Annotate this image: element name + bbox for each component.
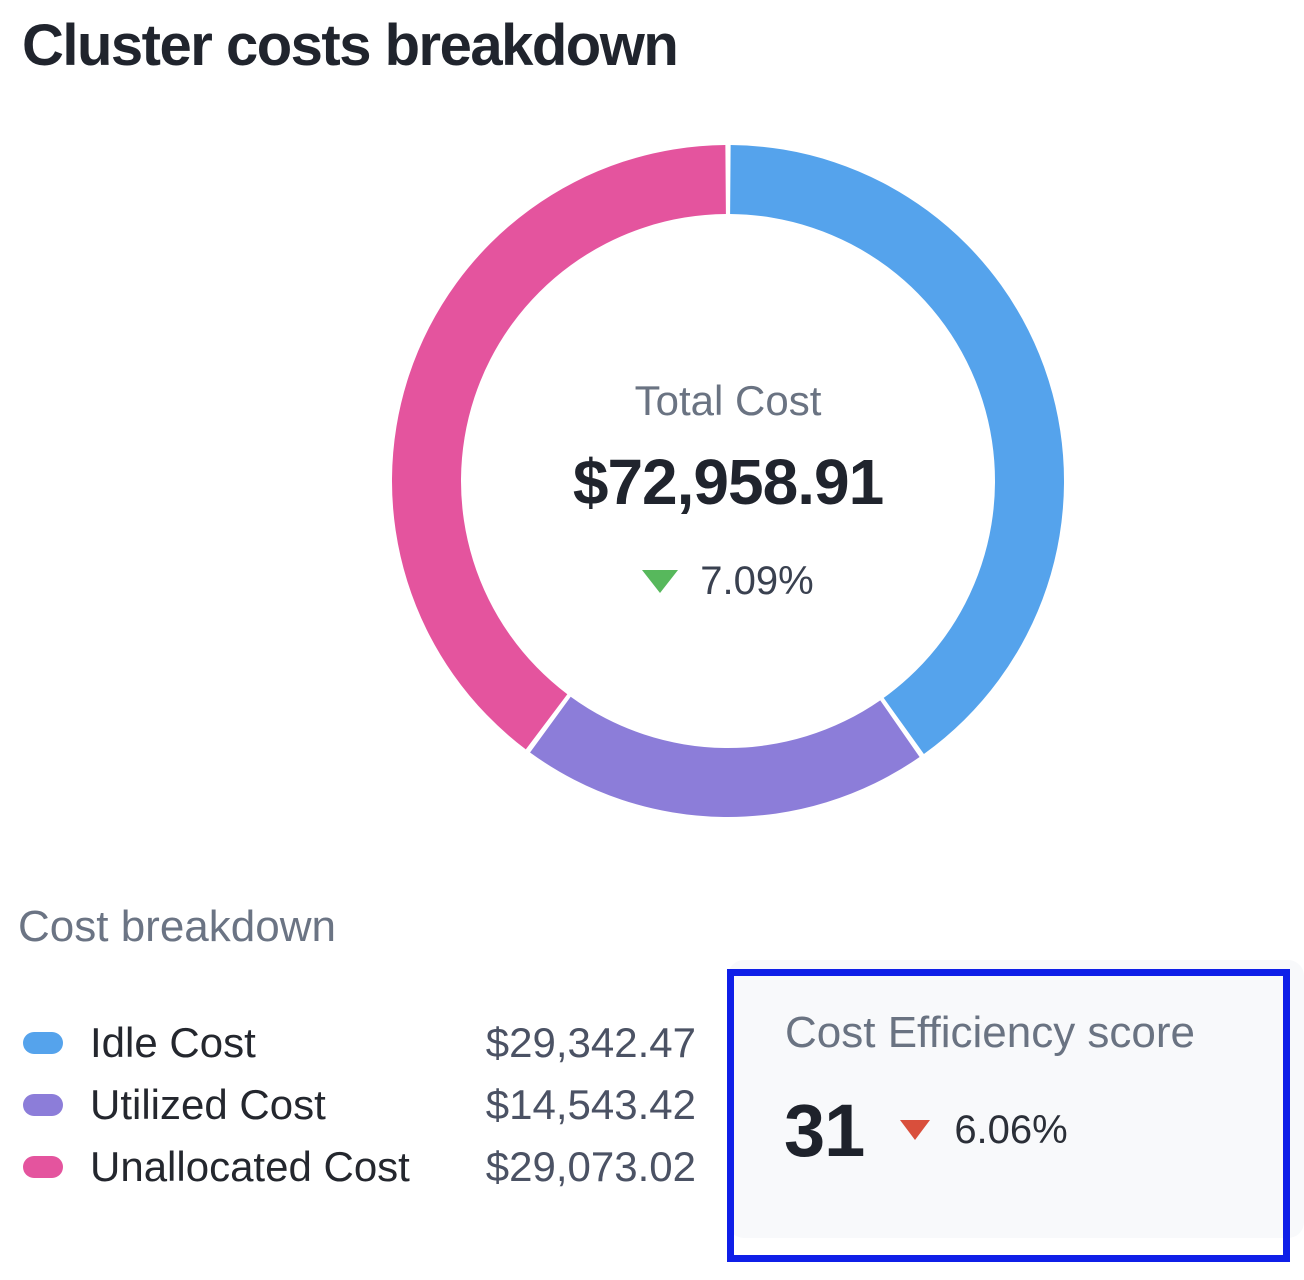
- cost-efficiency-card: Cost Efficiency score 31 6.06%: [728, 960, 1304, 1238]
- legend-row-unallocated-cost[interactable]: Unallocated Cost $29,073.02: [23, 1136, 696, 1198]
- cost-efficiency-delta: 6.06%: [954, 1107, 1068, 1152]
- idle-cost-swatch-icon: [23, 1032, 63, 1054]
- cost-efficiency-score: 31: [784, 1088, 865, 1172]
- cost-breakdown-heading: Cost breakdown: [18, 902, 336, 951]
- cost-efficiency-score-row: 31 6.06%: [784, 1089, 1068, 1172]
- legend-row-idle-cost[interactable]: Idle Cost $29,342.47: [23, 1012, 696, 1074]
- legend-label: Unallocated Cost: [90, 1143, 410, 1190]
- donut-chart[interactable]: [388, 141, 1068, 821]
- cost-efficiency-heading: Cost Efficiency score: [785, 1008, 1196, 1057]
- legend-value: $29,342.47: [485, 1019, 696, 1066]
- cost-breakdown-legend: Idle Cost $29,342.47 Utilized Cost $14,5…: [23, 1012, 696, 1198]
- donut-segment-idle-cost[interactable]: [730, 145, 1065, 754]
- donut-segment-unallocated-cost[interactable]: [391, 145, 726, 750]
- donut-chart-container: Total Cost $72,958.91 7.09%: [388, 141, 1068, 821]
- legend-row-utilized-cost[interactable]: Utilized Cost $14,543.42: [23, 1074, 696, 1136]
- utilized-cost-swatch-icon: [23, 1094, 63, 1116]
- unallocated-cost-swatch-icon: [23, 1156, 63, 1178]
- legend-label: Utilized Cost: [90, 1081, 326, 1128]
- legend-value: $29,073.02: [485, 1143, 696, 1190]
- delta-down-triangle-icon: [900, 1120, 931, 1140]
- page-title: Cluster costs breakdown: [22, 13, 679, 78]
- donut-segment-utilized-cost[interactable]: [530, 696, 920, 818]
- legend-value: $14,543.42: [485, 1081, 696, 1128]
- legend-label: Idle Cost: [90, 1019, 256, 1066]
